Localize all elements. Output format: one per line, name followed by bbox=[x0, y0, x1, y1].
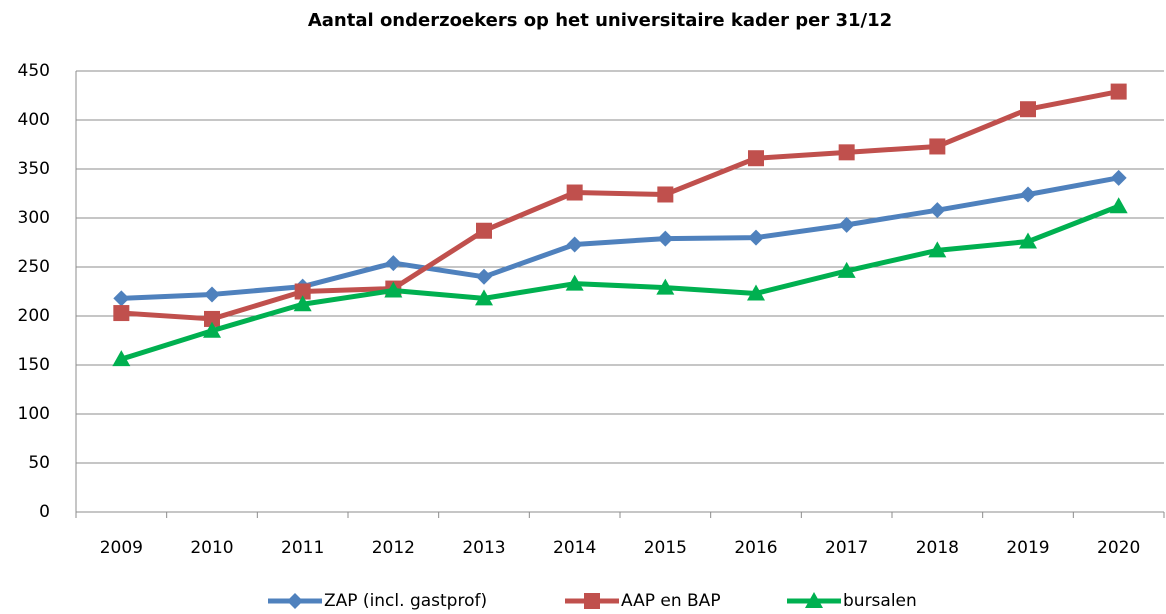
marker bbox=[805, 592, 823, 608]
marker bbox=[748, 229, 764, 246]
y-tick-label: 250 bbox=[18, 257, 50, 277]
marker bbox=[1019, 232, 1037, 249]
chart-title: Aantal onderzoekers op het universitaire… bbox=[308, 10, 892, 31]
marker bbox=[203, 321, 221, 338]
y-tick-label: 50 bbox=[28, 453, 50, 473]
y-tick-label: 350 bbox=[18, 159, 50, 179]
marker bbox=[476, 222, 492, 239]
legend-label: bursalen bbox=[843, 591, 917, 611]
marker bbox=[1020, 101, 1036, 118]
marker bbox=[1110, 83, 1127, 100]
x-tick-label: 2018 bbox=[916, 538, 959, 558]
y-tick-label: 150 bbox=[18, 355, 50, 375]
x-tick-label: 2012 bbox=[372, 538, 415, 558]
marker bbox=[565, 274, 584, 291]
marker bbox=[113, 305, 130, 322]
marker bbox=[657, 186, 674, 203]
marker bbox=[287, 593, 303, 609]
marker bbox=[385, 255, 402, 272]
marker bbox=[204, 310, 220, 327]
x-tick-label: 2019 bbox=[1006, 538, 1049, 558]
marker bbox=[566, 184, 583, 201]
x-tick-label: 2017 bbox=[825, 538, 868, 558]
marker bbox=[656, 278, 675, 295]
series-line bbox=[121, 175, 1120, 301]
x-tick-label: 2013 bbox=[462, 538, 505, 558]
marker bbox=[747, 284, 765, 301]
marker bbox=[384, 281, 403, 298]
marker bbox=[584, 593, 600, 609]
marker bbox=[113, 290, 130, 307]
x-tick-label: 2009 bbox=[100, 538, 143, 558]
x-tick-label: 2014 bbox=[553, 538, 596, 558]
x-tick-label: 2011 bbox=[281, 538, 324, 558]
marker bbox=[928, 241, 947, 258]
marker bbox=[112, 350, 131, 367]
marker bbox=[1020, 186, 1036, 203]
x-tick-label: 2016 bbox=[734, 538, 777, 558]
x-tick-label: 2020 bbox=[1097, 538, 1140, 558]
marker bbox=[566, 236, 583, 253]
marker bbox=[293, 295, 312, 312]
marker bbox=[476, 268, 492, 285]
series-line bbox=[120, 203, 1120, 362]
y-tick-label: 400 bbox=[18, 110, 50, 130]
marker bbox=[657, 230, 674, 247]
x-tick-label: 2010 bbox=[190, 538, 233, 558]
marker bbox=[1109, 197, 1128, 214]
y-tick-label: 300 bbox=[18, 208, 50, 228]
marker bbox=[294, 283, 311, 300]
marker bbox=[748, 150, 764, 167]
y-tick-label: 0 bbox=[39, 502, 50, 522]
series-line bbox=[121, 89, 1120, 322]
marker bbox=[837, 261, 856, 278]
y-tick-label: 200 bbox=[18, 306, 50, 326]
marker bbox=[475, 289, 493, 306]
marker bbox=[1110, 169, 1127, 186]
x-tick-label: 2015 bbox=[644, 538, 687, 558]
y-tick-label: 450 bbox=[18, 61, 50, 81]
marker bbox=[929, 138, 946, 155]
marker bbox=[838, 216, 855, 233]
legend-label: AAP en BAP bbox=[621, 591, 721, 611]
y-tick-label: 100 bbox=[18, 404, 50, 424]
marker bbox=[838, 144, 855, 161]
legend-label: ZAP (incl. gastprof) bbox=[324, 591, 487, 611]
marker bbox=[929, 202, 946, 219]
marker bbox=[204, 286, 220, 303]
